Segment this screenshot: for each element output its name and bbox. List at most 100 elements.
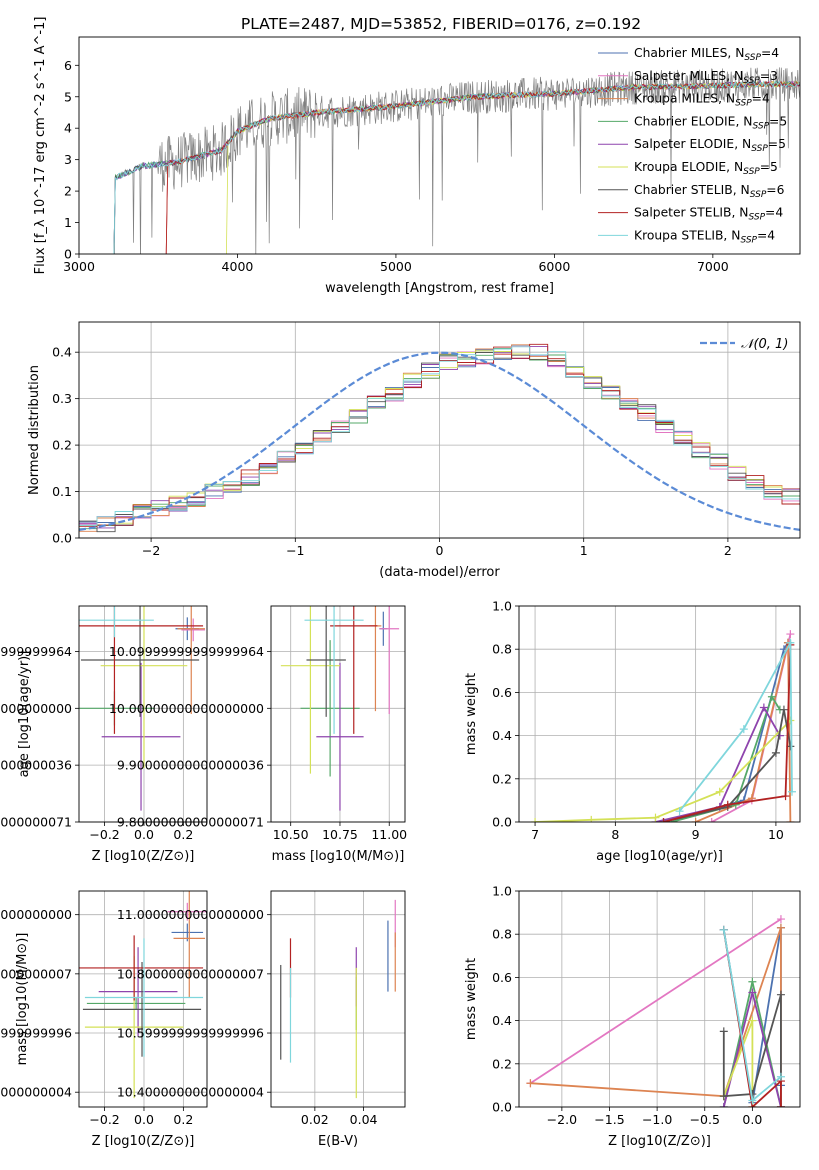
y-tick-label: 6 [64,58,72,73]
residuals-axes: −2 −1 0 1 2 0.0 0.1 0.2 0.3 0.4 (data-model)/error… [27,321,801,580]
mass_vs_Z-ylabel: mass [log10(M/M⊙)] [15,933,30,1066]
plus-marker [526,1079,535,1088]
y-tick-label: 10.8000000000000007 [117,966,264,981]
x-tick-label: −1.0 [642,1112,672,1127]
plus-marker [739,725,748,734]
plus-marker [715,787,724,796]
x-tick-label: 3000 [63,259,95,274]
histogram-8 [79,346,800,538]
y-tick-label: 9.90000000000000036 [0,758,72,773]
errorbar-point [79,935,204,1001]
x-tick-label: 1 [580,543,588,558]
mass-weight-line-2 [695,642,792,822]
y-tick-label: 3 [64,152,72,167]
mass_weight_vs_age-axes: 7 8 9 10 0.0 0.2 0.4 0.6 0.8 1.0 age [log10(age/yr… [464,599,801,864]
legend-entry: Kroupa MILES, NSSP=4 [634,92,770,109]
legend-entry: Salpeter MILES, NSSP=3 [634,69,778,86]
y-tick-label: 0.6 [492,685,512,700]
y-tick-label: 0.2 [52,438,72,453]
age_vs_Z-frame [78,605,208,823]
errorbar-point [167,902,207,921]
mass-weight-line-8 [678,639,793,812]
plus-marker [719,1103,728,1107]
y-tick-label: 10.00000000000000000 [0,701,72,716]
x-tick-label: 7 [531,827,539,842]
x-tick-label: 5000 [380,259,412,274]
plus-marker [691,818,700,822]
x-tick-label: −1.5 [594,1112,624,1127]
errorbar-point [181,618,206,642]
x-tick-label: −1 [286,543,304,558]
y-tick-label: 9.80000000000000071 [0,815,72,830]
panels: 3000 4000 5000 6000 7000 0 1 2 3 4 5 6 wavelength [A… [0,17,801,1149]
mass-weight-line-7 [663,644,792,822]
errorbar-point [177,606,206,714]
y-tick-label: 0.0 [52,531,72,546]
y-tick-label: 5 [64,89,72,104]
plus-marker [651,813,660,822]
y-tick-label: 1.0 [492,884,512,899]
age_vs_mass-content [280,606,400,811]
legend-entry: Salpeter STELIB, NSSP=4 [634,206,783,223]
mass_vs_Z-content [79,891,207,1099]
plus-marker [779,705,788,714]
y-tick-label: 0.4 [52,345,72,360]
plus-marker [776,1103,785,1107]
plus-marker [771,748,780,757]
legend-entry: Kroupa STELIB, NSSP=4 [634,228,775,245]
plus-marker [781,792,790,801]
x-tick-label: 6000 [538,259,570,274]
spectrum-xlabel: wavelength [Angstrom, rest frame] [325,281,554,296]
plus-marker [707,818,716,822]
plus-marker [748,1096,757,1105]
y-tick-label: 0.2 [492,1056,512,1071]
plus-marker [786,630,795,639]
mass_weight_vs_age-frame [518,605,801,823]
x-tick-label: 2 [724,543,732,558]
residuals-frame [78,321,801,539]
x-tick-label: 8 [611,827,619,842]
plus-marker [786,638,795,647]
legend-entry: Chabrier MILES, NSSP=4 [634,46,779,63]
legend-entry: Chabrier STELIB, NSSP=6 [634,183,785,200]
x-tick-label: −2 [142,543,160,558]
x-tick-label: 4000 [222,259,254,274]
age_vs_Z-content [79,606,206,811]
x-tick-label: 9 [692,827,700,842]
errorbar-point [84,938,204,1057]
errorbar-point [316,662,364,811]
errorbar-point [86,997,186,1010]
plus-marker [748,988,757,997]
y-tick-label: 10.00000000000000000 [109,701,264,716]
legend-entry: Salpeter ELODIE, NSSP=5 [634,137,786,154]
errorbar-point [306,606,346,717]
mass_vs_EBV-axes: 0.02 0.04 10.4000000000000004 10.5999999999… [117,890,406,1149]
plus-marker [786,818,795,822]
y-tick-label: 10.09999999999999964 [109,644,264,659]
y-tick-label: 1.0 [492,599,512,614]
x-tick-label: 10.50 [273,827,309,842]
x-tick-label: −0.5 [690,1112,720,1127]
y-tick-label: 10.09999999999999964 [0,644,72,659]
mass_weight_vs_Z-frame [518,890,801,1108]
x-tick-label: 10.75 [322,827,358,842]
plus-marker [531,818,540,822]
plus-marker [719,1092,728,1101]
y-tick-label: 11.0000000000000000 [117,907,264,922]
y-tick-label: 0.0 [492,1100,512,1115]
x-tick-label: 0.02 [301,1112,329,1127]
y-tick-label: 0.8 [492,642,512,657]
y-tick-label: 0.8 [492,927,512,942]
spectrum-ylabel: Flux [f_λ 10^-17 erg cm^-2 s^-1 A^-1] [33,17,48,275]
age_vs_mass-frame [270,605,406,823]
mass_vs_EBV-xlabel: E(B-V) [318,1134,358,1149]
plus-marker [776,990,785,999]
mass-weight-line-1 [711,633,792,822]
y-tick-label: 9.90000000000000036 [117,758,264,773]
x-tick-label: −0.2 [89,827,119,842]
residuals-ylabel: Normed distribution [27,365,42,495]
x-tick-label: −0.2 [89,1112,119,1127]
x-tick-label: 0.0 [134,827,154,842]
y-tick-label: 10.4000000000000004 [117,1085,264,1100]
